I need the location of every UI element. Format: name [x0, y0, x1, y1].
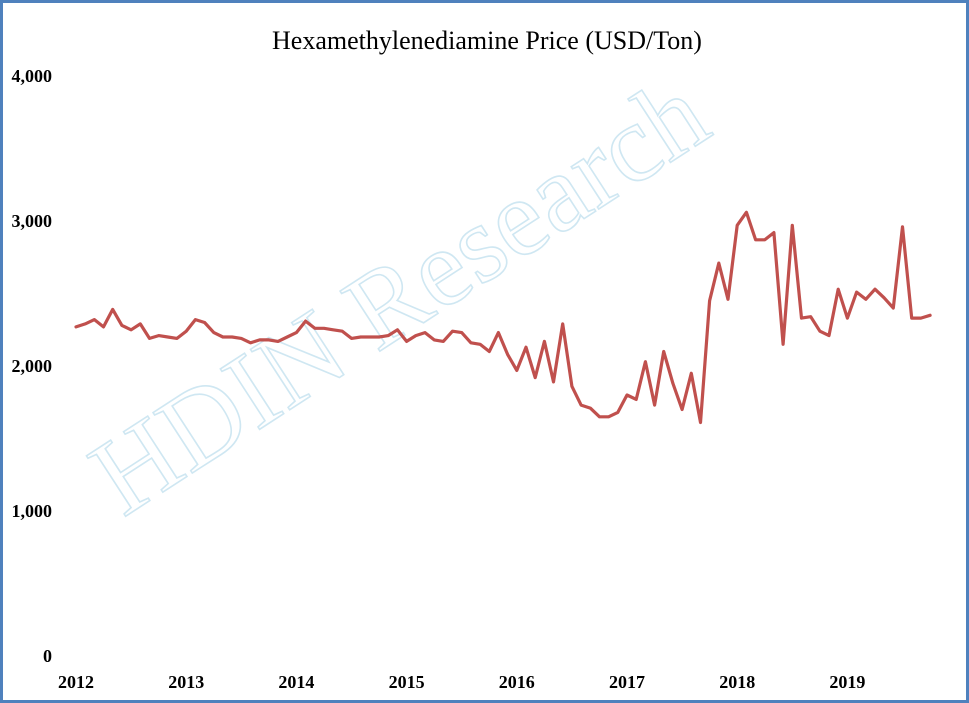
x-tick-label: 2012: [58, 672, 94, 692]
y-axis: 0 1,000 2,000 3,000 4,000: [12, 66, 53, 666]
x-tick-label: 2019: [829, 672, 865, 692]
chart-svg: HDIN Research Hexamethylenediamine Price…: [12, 26, 932, 692]
x-tick-label: 2015: [389, 672, 425, 692]
y-tick-label: 4,000: [12, 66, 53, 86]
x-tick-label: 2018: [719, 672, 755, 692]
watermark: HDIN Research: [69, 51, 729, 539]
plot-area: [74, 210, 932, 425]
x-tick-label: 2016: [499, 672, 535, 692]
y-tick-label: 1,000: [12, 501, 53, 521]
x-axis: 2012 2013 2014 2015 2016 2017 2018 2019: [58, 672, 865, 692]
x-tick-label: 2013: [168, 672, 204, 692]
x-tick-label: 2014: [278, 672, 314, 692]
y-tick-label: 2,000: [12, 356, 53, 376]
y-tick-label: 3,000: [12, 211, 53, 231]
series-line: [74, 210, 932, 425]
x-tick-label: 2017: [609, 672, 645, 692]
chart-title: Hexamethylenediamine Price (USD/Ton): [272, 26, 702, 55]
y-tick-label: 0: [43, 646, 52, 666]
watermark-text: HDIN Research: [70, 52, 728, 539]
